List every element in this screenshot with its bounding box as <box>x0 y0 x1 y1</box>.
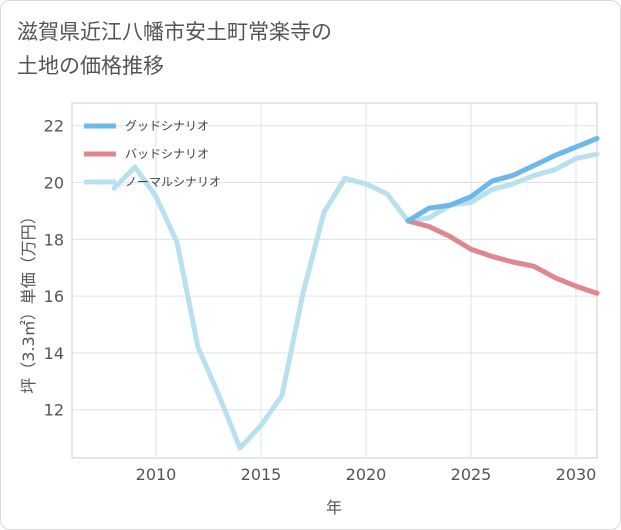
y-tick-labels: 12 14 16 18 20 22 <box>44 117 64 420</box>
x-axis-label: 年 <box>326 498 342 517</box>
legend-label-0: グッドシナリオ <box>125 119 209 133</box>
title-line-2: 土地の価格推移 <box>17 54 164 78</box>
legend-label-2: ノーマルシナリオ <box>125 175 221 189</box>
y-tick-label: 12 <box>44 401 64 420</box>
series-line-2 <box>111 151 600 451</box>
y-tick-label: 18 <box>44 230 64 249</box>
title-line-1: 滋賀県近江八幡市安土町常楽寺の <box>17 20 332 44</box>
series-line-1 <box>405 218 600 296</box>
series-line-0 <box>405 136 600 224</box>
y-tick-label: 20 <box>44 174 64 193</box>
x-tick-label: 2015 <box>241 465 282 484</box>
x-tick-label: 2025 <box>451 465 492 484</box>
y-tick-label: 22 <box>44 117 64 136</box>
series-lines <box>111 136 600 451</box>
x-tick-label: 2030 <box>556 465 597 484</box>
y-axis-label: 坪（3.3㎡）単価（万円） <box>19 208 38 393</box>
x-tick-label: 2010 <box>136 465 177 484</box>
y-tick-label: 14 <box>44 344 64 363</box>
x-tick-labels: 2010 2015 2020 2025 2030 <box>136 465 597 484</box>
chart-title: 滋賀県近江八幡市安土町常楽寺の 土地の価格推移 <box>17 15 332 83</box>
y-tick-label: 16 <box>44 287 64 306</box>
plot-area <box>71 102 598 459</box>
legend-label-1: バッドシナリオ <box>125 147 209 161</box>
x-tick-label: 2020 <box>346 465 387 484</box>
